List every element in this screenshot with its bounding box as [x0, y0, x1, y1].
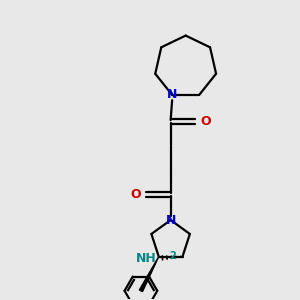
Text: 2: 2	[169, 251, 176, 261]
Text: NH: NH	[136, 252, 157, 265]
Text: N: N	[166, 214, 176, 226]
Text: O: O	[130, 188, 141, 201]
Text: O: O	[200, 115, 211, 128]
Text: N: N	[167, 88, 177, 101]
Polygon shape	[139, 256, 159, 292]
